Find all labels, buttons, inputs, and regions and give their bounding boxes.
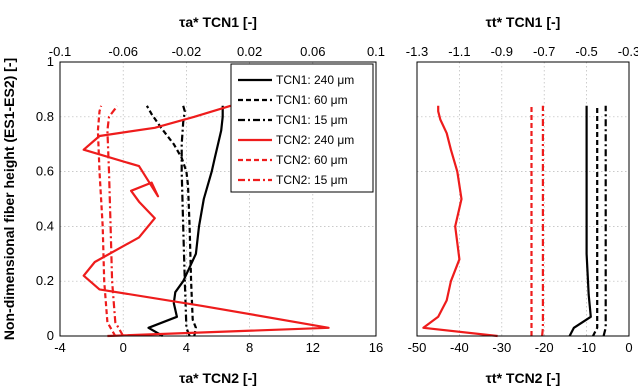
series-line [180,105,191,337]
series-line [147,105,224,337]
series-line [96,105,117,337]
x-tick-label-top: -0.5 [575,44,597,59]
x-tick-label-bottom: 16 [369,340,383,355]
x-tick-label-top: -0.9 [491,44,513,59]
y-tick-label: 0.8 [36,109,54,124]
x-tick-label-top: -0.02 [172,44,202,59]
left-panel: -0.1 -0.06 -0.02 0.02 0.06 0.1 -4 0 4 8 12 16 00.2… [1,14,385,386]
series-line [541,105,545,337]
legend-label: TCN2: 60 μm [276,153,348,167]
y-tick-label: 1 [47,54,54,69]
left-plot-frame [59,61,377,337]
y-tick-labels: 0 0.2 0.4 0.6 0.8 1 [36,54,54,343]
right-series [422,105,607,338]
series-line [106,105,125,337]
legend-label: TCN2: 240 μm [276,133,354,147]
right-panel: -1.3 -1.1 -0.9 -0.7 -0.5 -0.3 -50 -40 -30 -20 -10… [406,14,638,386]
left-top-tick-labels: -0.1 -0.06 -0.02 0.02 0.06 0.1 [49,44,385,59]
legend: TCN1: 240 μm TCN1: 60 μm TCN1: 15 μm TCN2: … [230,63,374,193]
right-plot-frame [416,61,630,337]
legend-entries: TCN1: 240 μm TCN1: 60 μm TCN1: 15 μm TCN2: … [238,73,354,187]
x-tick-label-top: -1.3 [406,44,428,59]
x-tick-label-bottom: -30 [492,340,511,355]
x-tick-label-top: -0.1 [49,44,71,59]
x-tick-label-bottom: -20 [535,340,554,355]
x-tick-label-top: -0.06 [108,44,138,59]
series-line [592,105,599,337]
right-bottom-tick-labels: -50 -40 -30 -20 -10 0 [408,340,633,355]
series-line [422,105,498,338]
x-tick-label-top: 0.02 [237,44,262,59]
x-tick-label-top: -1.1 [448,44,470,59]
x-tick-label-top: -0.7 [533,44,555,59]
y-tick-label: 0.4 [36,218,54,233]
series-line [602,105,607,337]
right-bottom-xlabel: τt* TCN2 [-] [486,370,561,386]
x-tick-label-bottom: -10 [577,340,596,355]
x-tick-label-bottom: 0 [120,340,127,355]
x-tick-label-bottom: 12 [306,340,320,355]
left-top-xlabel: τa* TCN1 [-] [179,14,257,30]
series-line [82,104,330,338]
x-tick-label-bottom: 8 [246,340,253,355]
x-tick-label-bottom: 4 [183,340,190,355]
legend-label: TCN1: 240 μm [276,73,354,87]
right-top-tick-labels: -1.3 -1.1 -0.9 -0.7 -0.5 -0.3 [406,44,638,59]
legend-label: TCN1: 15 μm [276,113,348,127]
left-series [82,104,330,338]
x-tick-label-bottom: 0 [625,340,632,355]
legend-label: TCN2: 15 μm [276,173,348,187]
y-tick-label: 0.2 [36,273,54,288]
left-bottom-xlabel: τa* TCN2 [-] [179,370,257,386]
series-line [568,105,592,337]
legend-label: TCN1: 60 μm [276,93,348,107]
y-axis-label: Non-dimensional fiber height (ES1-ES2) [… [1,58,17,340]
left-gridlines [60,62,376,336]
x-tick-label-top: -0.3 [618,44,638,59]
legend-box [230,63,374,193]
left-bottom-tick-labels: -4 0 4 8 12 16 [54,340,383,355]
x-tick-label-bottom: -40 [450,340,469,355]
x-tick-label-top: 0.1 [367,44,385,59]
x-tick-label-bottom: -4 [54,340,66,355]
right-top-xlabel: τt* TCN1 [-] [486,14,561,30]
x-tick-label-bottom: -50 [408,340,427,355]
y-tick-label: 0.6 [36,164,54,179]
x-tick-label-top: 0.06 [300,44,325,59]
y-tick-label: 0 [47,328,54,343]
